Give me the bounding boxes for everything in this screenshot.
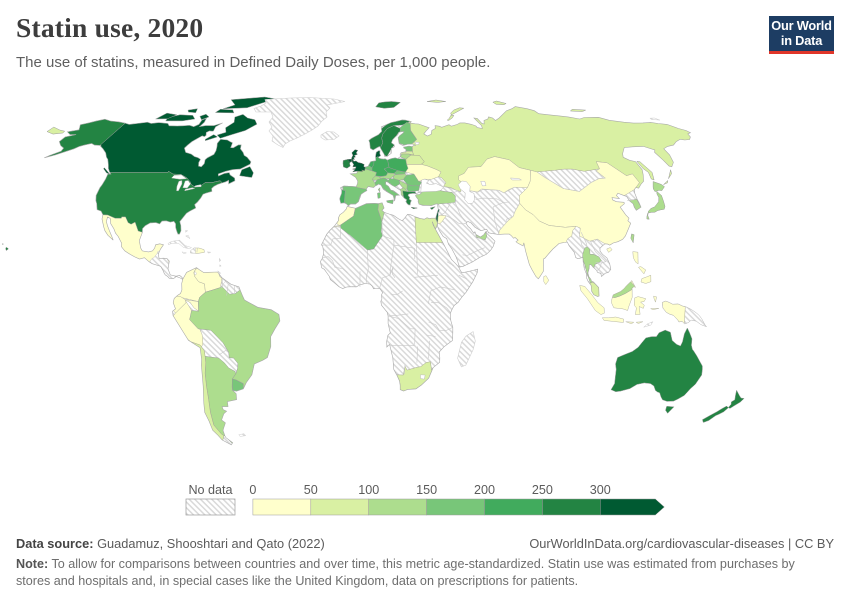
- svg-text:100: 100: [358, 483, 379, 497]
- svg-text:250: 250: [532, 483, 553, 497]
- svg-text:No data: No data: [188, 483, 232, 497]
- svg-text:150: 150: [416, 483, 437, 497]
- svg-text:50: 50: [304, 483, 318, 497]
- svg-text:300: 300: [590, 483, 611, 497]
- svg-text:200: 200: [474, 483, 495, 497]
- svg-text:0: 0: [249, 483, 256, 497]
